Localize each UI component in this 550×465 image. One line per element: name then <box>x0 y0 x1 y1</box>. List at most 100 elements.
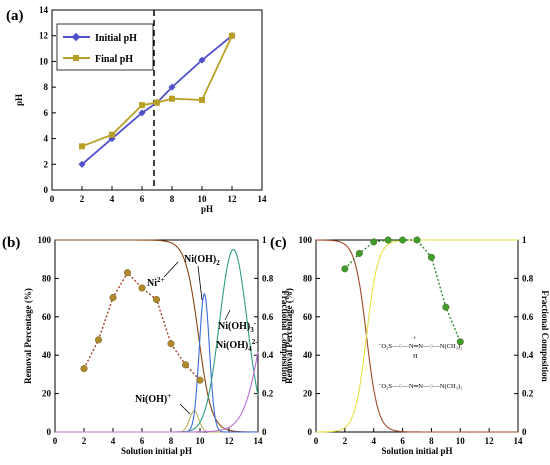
structure-protonated-form: ⁻O₃S—○—N═N—○—N(CH₃)₂ <box>378 343 462 350</box>
panel-b-y2-tick-label: 1 <box>262 235 267 245</box>
panel-c-y2-tick-label: 1 <box>522 235 527 245</box>
panel-b-species-curve-0 <box>55 239 258 433</box>
panel-a-label: (a) <box>6 8 24 24</box>
panel-a-point-0 <box>198 56 206 64</box>
panel-b-y-tick-label: 0 <box>47 427 52 437</box>
panel-a-x-tick-label: 12 <box>228 194 238 204</box>
panel-b-y-axis-title: Removal Percentage (%) <box>23 288 33 384</box>
chemical-structures: ⁻O₃S—○—N═N—○—N(CH₃)₂ + H ⁻O₃S—○—N═N—○—N(… <box>378 335 462 390</box>
panel-c-y-tick-label: 100 <box>299 235 313 245</box>
panel-b-removal-series <box>80 269 204 384</box>
panel-b-y2-axis-title: Fractional Composition <box>280 290 290 381</box>
panel-a-ticks: 0 2 4 6 8 10 12 14 0 2 4 6 8 10 12 14 <box>39 5 267 204</box>
anno-ni2: Ni2+ <box>147 276 165 289</box>
panel-c-removal-point <box>355 249 363 257</box>
structure-base-form: ⁻O₃S—○—N═N—○—N(CH₃)₂ <box>378 383 462 390</box>
panel-b-removal-point <box>80 365 88 373</box>
panel-c-x-axis-title: Solution initial pH <box>381 446 452 456</box>
panel-c-removal-point <box>456 338 464 346</box>
panel-c-removal-point <box>442 303 450 311</box>
panel-b-removal-line <box>83 271 201 381</box>
panel-b-removal-point <box>94 336 102 344</box>
panel-c: (c) 0 2 4 6 8 10 12 1402040608010000.20.40.60.8… <box>270 235 550 456</box>
panel-b-x-tick-label: 10 <box>196 436 206 446</box>
structure-hydrogen: H <box>413 353 418 360</box>
structure-plus-sign: + <box>413 335 417 342</box>
panel-b-removal-point <box>167 340 175 348</box>
panel-a-point-1 <box>79 143 85 150</box>
panel-c-x-tick-label: 12 <box>485 436 495 446</box>
panel-b-y2-tick-label: 0.2 <box>262 389 274 399</box>
panel-c-x-tick-label: 8 <box>429 436 434 446</box>
panel-b-removal-point <box>109 294 117 302</box>
panel-a-point-1 <box>169 95 175 102</box>
panel-b-y-tick-label: 80 <box>42 273 52 283</box>
panel-c-label: (c) <box>270 235 287 251</box>
panel-b-y2-tick-label: 0.6 <box>262 312 274 322</box>
panel-b-species-curves <box>55 239 259 433</box>
panel-a-point-0 <box>168 83 176 91</box>
panel-a-y-tick-label: 12 <box>39 31 49 41</box>
panel-b-y-tick-label: 60 <box>42 312 52 322</box>
anno-nioh: Ni(OH)+ <box>135 392 171 405</box>
panel-a-legend: Initial pH Final pH <box>56 23 154 71</box>
panel-c-y-tick-label: 0 <box>308 427 313 437</box>
legend-final-ph: Final pH <box>95 54 133 65</box>
panel-a-x-tick-label: 14 <box>258 194 268 204</box>
panel-a-y-tick-label: 0 <box>44 185 49 195</box>
panel-c-y2-tick-label: 0.8 <box>522 273 534 283</box>
panel-b-y-tick-label: 100 <box>38 235 52 245</box>
panel-b-y2-tick-label: 0 <box>262 427 267 437</box>
panel-b-y2-tick-label: 0.8 <box>262 273 274 283</box>
panel-b-label: (b) <box>2 235 20 251</box>
panel-a-x-tick-label: 4 <box>110 194 115 204</box>
panel-a-x-tick-label: 0 <box>50 194 55 204</box>
panel-a-point-1 <box>139 102 145 109</box>
panel-a-plot-area <box>51 9 263 191</box>
panel-b-removal-point <box>123 269 131 277</box>
panel-c-y2-axis-title: Fractional Composition <box>540 290 550 381</box>
panel-b-removal-point <box>196 376 204 384</box>
panel-b-x-tick-label: 8 <box>169 436 174 446</box>
panel-c-removal-point <box>341 265 349 273</box>
panel-b: (b) 0 2 4 6 8 10 12 1402040608010000.20.40.60.8… <box>2 235 290 456</box>
panel-a-point-0 <box>78 160 86 168</box>
panel-b-x-tick-label: 0 <box>53 436 58 446</box>
panel-b-species-curve-4 <box>55 351 259 433</box>
panel-a-x-tick-label: 2 <box>80 194 85 204</box>
anno-nioh4: Ni(OH)42- <box>216 338 258 353</box>
panel-c-y-tick-label: 60 <box>303 312 313 322</box>
panel-a-point-0 <box>138 109 146 117</box>
panel-c-removal-point <box>384 236 392 244</box>
panel-c-x-tick-label: 14 <box>514 436 524 446</box>
panel-c-x-tick-label: 2 <box>343 436 348 446</box>
panel-c-y2-tick-label: 0 <box>522 427 527 437</box>
panel-c-y2-tick-label: 0.6 <box>522 312 534 322</box>
panel-a-y-tick-label: 4 <box>44 134 49 144</box>
panel-b-y2-tick-label: 0.4 <box>262 350 274 360</box>
panel-a-point-1 <box>109 131 115 138</box>
panel-b-x-tick-label: 14 <box>254 436 264 446</box>
panel-a-y-tick-label: 6 <box>44 108 49 118</box>
panel-a-y-tick-label: 10 <box>39 56 49 66</box>
panel-c-y-tick-label: 40 <box>303 350 313 360</box>
panel-a-x-tick-label: 6 <box>140 194 145 204</box>
panel-b-y-tick-label: 20 <box>42 389 52 399</box>
panel-c-x-tick-label: 10 <box>456 436 466 446</box>
panel-a-y-tick-label: 14 <box>39 5 49 15</box>
panel-c-removal-point <box>399 236 407 244</box>
panel-a-y-axis-title: pH <box>14 94 24 106</box>
panel-b-x-tick-label: 12 <box>225 436 235 446</box>
panel-a-x-tick-label: 10 <box>198 194 208 204</box>
panel-b-removal-point <box>138 284 146 292</box>
panel-b-removal-point <box>152 296 160 304</box>
panel-b-annotations: Ni2+ Ni(OH)2 Ni(OH)3- Ni(OH)42- Ni(OH)+ <box>135 254 258 415</box>
panel-c-x-tick-label: 4 <box>371 436 376 446</box>
panel-a-point-1 <box>154 99 160 106</box>
panel-c-removal-point <box>413 236 421 244</box>
panel-a-y-tick-label: 8 <box>44 82 49 92</box>
panel-b-x-tick-label: 4 <box>111 436 116 446</box>
panel-b-x-axis-title: Solution initial pH <box>121 446 192 456</box>
panel-c-removal-point <box>427 253 435 261</box>
